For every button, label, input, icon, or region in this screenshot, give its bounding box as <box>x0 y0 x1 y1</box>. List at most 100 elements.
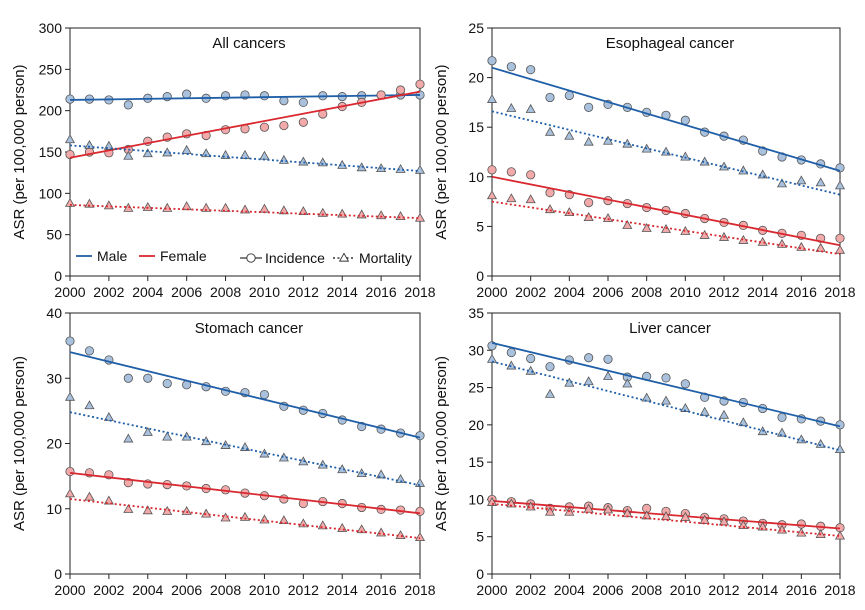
data-point-male-mortality <box>738 165 749 175</box>
x-tick-label: 2014 <box>327 284 358 300</box>
data-point-female-incidence <box>395 85 406 95</box>
data-point-male-mortality <box>680 151 691 161</box>
data-point-female-mortality <box>506 193 517 203</box>
y-tick-label: 0 <box>54 566 62 582</box>
legend-incidence-marker <box>246 253 256 263</box>
data-point-male-incidence <box>162 378 172 389</box>
data-point-male-incidence <box>298 97 308 108</box>
data-point-male-mortality <box>544 126 556 136</box>
x-tick-label: 2010 <box>670 582 701 598</box>
y-axis-label: ASR (per 100,000 person) <box>433 64 450 239</box>
x-tick-label: 2000 <box>476 582 507 598</box>
data-point-male-mortality <box>162 431 173 441</box>
data-point-female-mortality <box>757 521 768 531</box>
data-point-female-mortality <box>162 202 173 212</box>
data-point-male-mortality <box>84 400 95 410</box>
x-tick-label: 2010 <box>670 284 701 300</box>
x-tick-label: 2012 <box>708 284 739 300</box>
y-tick-label: 50 <box>46 227 62 243</box>
y-tick-label: 10 <box>468 491 484 507</box>
data-point-male-incidence <box>259 389 270 400</box>
data-point-female-mortality <box>181 505 192 515</box>
y-tick-label: 20 <box>468 70 484 86</box>
data-point-male-mortality <box>103 411 114 421</box>
data-point-male-mortality <box>602 370 614 380</box>
data-point-female-mortality <box>506 498 517 508</box>
x-tick-label: 2008 <box>631 582 662 598</box>
data-point-female-mortality <box>680 511 691 521</box>
x-tick-label: 2000 <box>476 284 507 300</box>
trend-line-male-mortality <box>491 360 841 452</box>
data-point-female-mortality <box>356 524 367 534</box>
data-point-female-mortality <box>486 496 498 506</box>
data-point-female-mortality <box>317 207 328 217</box>
x-tick-label: 2008 <box>631 284 662 300</box>
data-point-female-incidence <box>259 122 270 132</box>
data-point-male-incidence <box>84 346 95 356</box>
legend-incidence-label: Incidence <box>265 250 325 266</box>
data-point-female-mortality <box>564 207 575 217</box>
y-tick-label: 5 <box>476 529 484 545</box>
data-point-female-mortality <box>123 202 134 212</box>
data-point-male-mortality <box>376 469 387 479</box>
data-point-male-mortality <box>776 427 788 437</box>
chart-title: Esophageal cancer <box>606 35 734 52</box>
data-point-male-mortality <box>64 391 76 401</box>
y-axis-label: ASR (per 100,000 person) <box>11 64 28 239</box>
x-tick-label: 2006 <box>592 582 623 598</box>
y-tick-label: 100 <box>39 185 63 201</box>
y-tick-label: 200 <box>39 103 63 119</box>
y-tick-label: 35 <box>468 305 484 321</box>
chart-panel-3: 0 10 20 30 40 2000 2002 2004 2006 2008 2010 2012 201… <box>11 305 436 598</box>
data-point-female-mortality <box>602 504 614 514</box>
y-tick-label: 5 <box>476 218 484 234</box>
trend-line-female-incidence <box>69 90 421 159</box>
data-point-female-incidence <box>487 165 497 175</box>
y-tick-label: 300 <box>39 20 63 36</box>
data-point-male-mortality <box>239 149 251 159</box>
trend-line-female-mortality <box>69 498 421 540</box>
trend-line-male-incidence <box>491 66 841 172</box>
trend-line-male-incidence <box>69 94 421 101</box>
data-point-male-mortality <box>506 102 517 112</box>
y-tick-label: 30 <box>468 342 484 358</box>
x-tick-label: 2016 <box>366 582 397 598</box>
data-point-male-incidence <box>545 362 555 372</box>
x-tick-label: 2006 <box>592 284 623 300</box>
data-point-male-incidence <box>661 373 671 383</box>
data-point-male-mortality <box>660 146 672 156</box>
data-point-female-incidence <box>65 466 75 477</box>
data-point-female-incidence <box>415 79 425 89</box>
x-tick-label: 2018 <box>824 284 855 300</box>
y-tick-label: 20 <box>46 436 62 452</box>
chart-panel-1: 0 50 100 150 200 250 300 2000 2002 2004 2006 2008 20… <box>11 20 436 300</box>
data-point-female-mortality <box>414 532 426 541</box>
chart-panel-4: 0 5 10 15 20 25 30 35 2000 2002 2004 2006 2008 2010 20… <box>433 305 856 598</box>
x-tick-label: 2002 <box>515 284 546 300</box>
data-point-female-incidence <box>279 120 289 131</box>
data-point-female-mortality <box>583 503 594 513</box>
x-tick-label: 2010 <box>249 582 280 598</box>
x-tick-label: 2006 <box>171 582 202 598</box>
data-point-female-mortality <box>525 194 536 204</box>
x-tick-label: 2014 <box>747 582 778 598</box>
data-point-female-mortality <box>278 205 289 215</box>
data-point-male-mortality <box>738 417 749 427</box>
data-point-male-incidence <box>487 56 497 66</box>
y-tick-label: 0 <box>54 268 62 284</box>
data-point-female-mortality <box>641 510 652 520</box>
data-point-female-mortality <box>486 190 498 200</box>
x-tick-label: 2000 <box>54 284 85 300</box>
data-point-female-mortality <box>356 209 367 219</box>
data-point-female-mortality <box>776 238 788 248</box>
x-tick-label: 2018 <box>404 284 435 300</box>
plot-frame <box>491 312 841 575</box>
data-point-male-incidence <box>143 373 153 383</box>
data-point-male-incidence <box>220 91 231 101</box>
data-point-female-mortality <box>201 508 212 518</box>
legend-mortality-label: Mortality <box>359 250 412 266</box>
data-point-male-incidence <box>584 102 594 112</box>
data-point-female-mortality <box>103 200 114 210</box>
data-point-female-mortality <box>259 203 270 213</box>
data-point-female-mortality <box>718 516 730 526</box>
